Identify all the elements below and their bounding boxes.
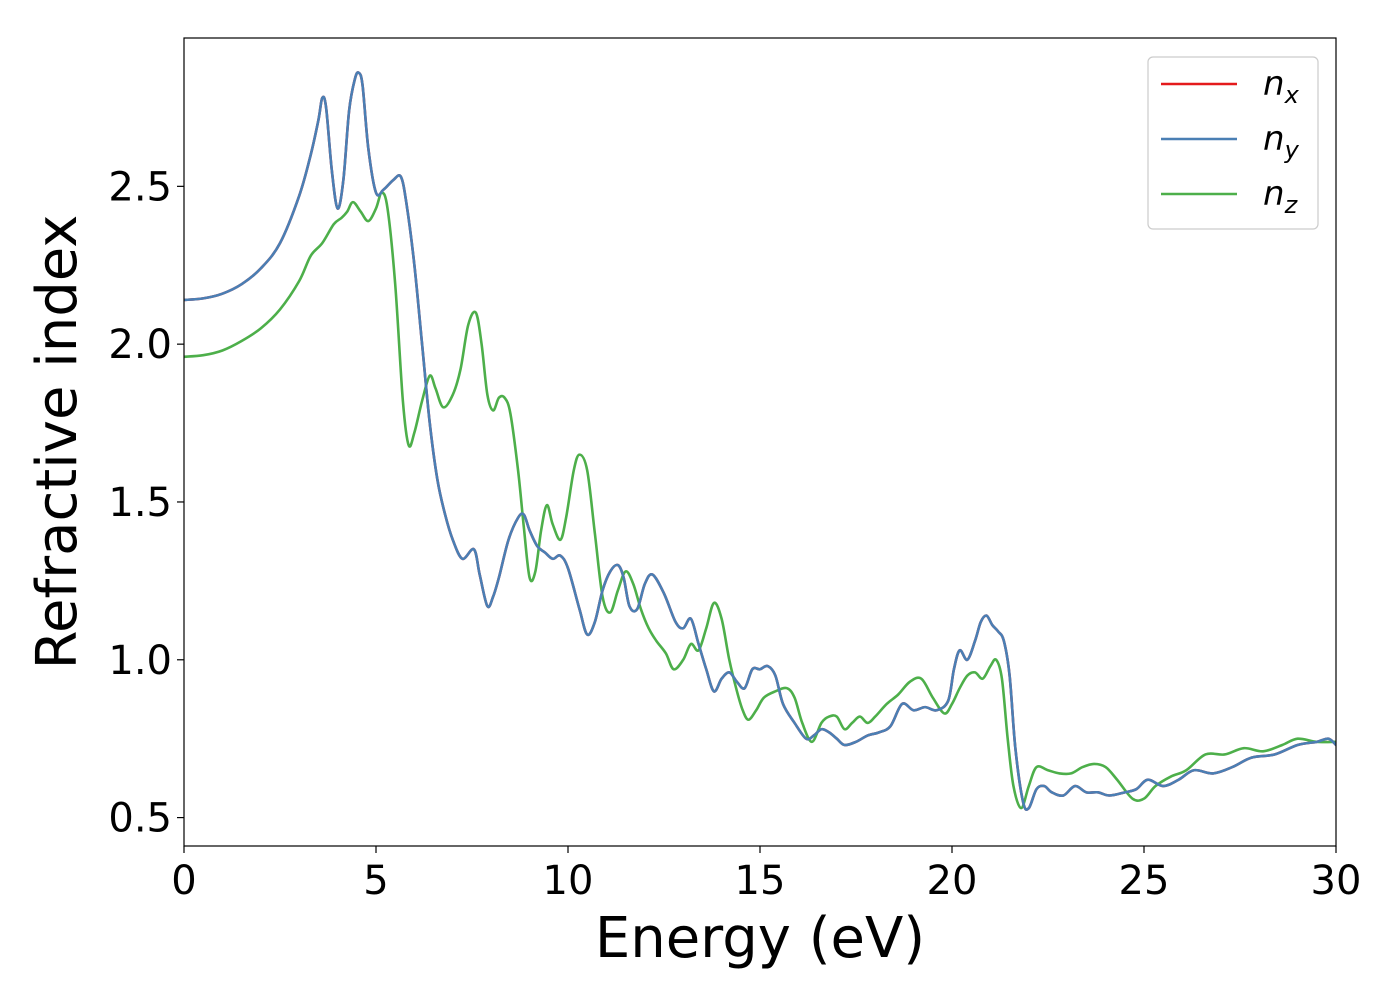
y-axis-label: Refractive index: [25, 215, 90, 670]
x-axis-label: Energy (eV): [595, 906, 925, 971]
x-axis-ticks: 0 5 10 15 20 25 30: [171, 846, 1361, 904]
legend-box: [1147, 56, 1319, 230]
legend-label-z: nz: [1263, 174, 1299, 219]
series-lines: [184, 71, 1336, 811]
y-tick-label: 0.5: [108, 796, 172, 842]
legend-label-y: ny: [1263, 119, 1300, 164]
x-tick-label: 5: [363, 858, 388, 904]
y-tick-label: 1.5: [108, 480, 172, 526]
series-line-y: [184, 71, 1336, 811]
x-tick-label: 20: [927, 858, 978, 904]
x-tick-label: 30: [1311, 858, 1362, 904]
legend: nx ny nz: [1147, 56, 1319, 230]
x-tick-label: 10: [543, 858, 594, 904]
series-line-z: [184, 191, 1336, 810]
y-tick-label: 2.0: [108, 322, 172, 368]
legend-label-x: nx: [1263, 64, 1300, 109]
y-axis-ticks: 0.5 1.0 1.5 2.0 2.5: [108, 164, 184, 842]
x-tick-label: 25: [1119, 858, 1170, 904]
x-tick-label: 15: [735, 858, 786, 904]
y-tick-label: 2.5: [108, 164, 172, 210]
y-tick-label: 1.0: [108, 638, 172, 684]
x-tick-label: 0: [171, 858, 196, 904]
